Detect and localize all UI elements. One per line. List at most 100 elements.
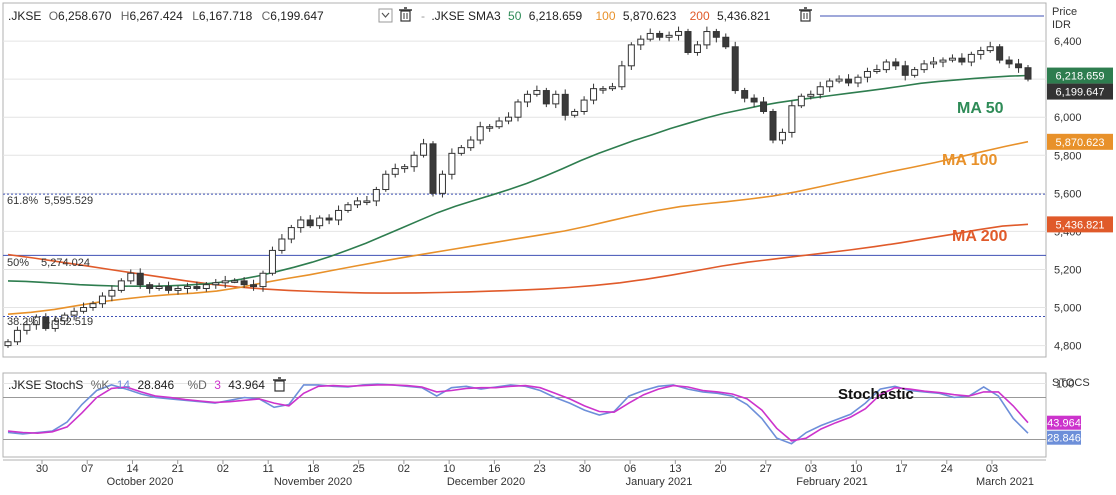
collapse-toggle[interactable]	[378, 8, 393, 23]
candle-body	[618, 65, 626, 88]
stochastic-k-badge-label: 28.846	[1047, 433, 1081, 445]
x-month-label: March 2021	[976, 476, 1034, 488]
candle-body	[297, 219, 305, 229]
candle-body	[797, 95, 805, 107]
candle-body	[136, 272, 144, 286]
x-tick-label: 06	[624, 463, 636, 475]
candle-body	[788, 105, 796, 133]
price-badge	[1047, 67, 1113, 84]
candle-body	[854, 76, 862, 84]
x-tick-label: 10	[850, 463, 862, 475]
candle-body	[637, 38, 645, 46]
price-badge	[1047, 216, 1113, 233]
chevron-down-icon	[381, 12, 390, 18]
candle-body	[807, 93, 815, 97]
candle-body	[212, 282, 220, 286]
x-tick-label: 02	[398, 463, 410, 475]
x-tick-label: 18	[307, 463, 319, 475]
candle-body	[117, 280, 125, 291]
candle-body	[769, 110, 777, 141]
candle-body	[542, 90, 550, 105]
candle-body	[580, 99, 588, 112]
price-badges: 6,218.659 6,199.647 5,870.623 5,436.821	[1047, 67, 1113, 233]
price-badge	[1047, 83, 1113, 100]
candle-body	[1024, 67, 1032, 80]
ma200-annotation: MA 200	[952, 228, 1008, 245]
x-tick-label: 17	[895, 463, 907, 475]
candle-body	[882, 61, 890, 71]
x-tick-label: 03	[805, 463, 817, 475]
price-badge-label: 5,436.821	[1056, 219, 1105, 231]
candle-body	[174, 287, 182, 291]
candle-body	[353, 200, 361, 206]
x-tick-label: 13	[669, 463, 681, 475]
stochastic-y-tick: 100	[1056, 379, 1074, 391]
candle-body	[703, 31, 711, 46]
x-tick-label: 25	[353, 463, 365, 475]
candle-body	[448, 152, 456, 175]
stochastic-d-line	[7, 384, 1029, 442]
candle-body	[70, 310, 78, 316]
y-tick-label: 5,800	[1054, 150, 1082, 162]
candle-body	[835, 78, 843, 82]
x-tick-label: 23	[533, 463, 545, 475]
candle-body	[231, 280, 239, 283]
x-month-label: January 2021	[626, 476, 693, 488]
candle-body	[325, 217, 333, 221]
candle-body	[977, 50, 985, 55]
candle-body	[845, 78, 853, 84]
trash-icon[interactable]	[399, 7, 412, 22]
stochastic-badges: 43.964 28.846	[1047, 415, 1081, 445]
price-badge-label: 6,218.659	[1056, 71, 1105, 83]
candle-body	[193, 286, 201, 289]
candle-body	[495, 120, 503, 128]
candle-body	[863, 71, 871, 78]
candle-body	[438, 173, 446, 194]
trash-icon[interactable]	[799, 7, 812, 22]
candle-body	[240, 280, 248, 286]
y-tick-label: 5,000	[1054, 303, 1082, 315]
candle-body	[646, 32, 654, 40]
candle-body	[1015, 63, 1023, 69]
candle-body	[892, 61, 900, 67]
x-tick-label: 14	[126, 463, 138, 475]
fib-38-2-label: 38.2% 4,952.519	[7, 316, 93, 328]
candle-body	[391, 168, 399, 175]
x-month-label: October 2020	[107, 476, 174, 488]
candle-body	[712, 31, 720, 38]
candle-body	[89, 303, 97, 309]
candle-body	[996, 46, 1004, 61]
candle-body	[13, 329, 21, 343]
stochastic-axis-title: STOCS	[1052, 377, 1090, 389]
candle-body	[372, 189, 380, 202]
y-tick-label: 6,000	[1054, 112, 1082, 124]
candle-body	[693, 44, 701, 53]
trash-icon[interactable]	[273, 377, 286, 392]
candle-body	[911, 69, 919, 76]
candle-body	[467, 139, 475, 149]
candle-body	[873, 69, 881, 73]
candle-body	[127, 272, 135, 282]
candle-body	[561, 93, 569, 116]
candle-body	[533, 90, 541, 95]
candle-body	[552, 93, 560, 105]
candle-body	[155, 286, 163, 289]
candle-body	[363, 200, 371, 203]
candle-body	[958, 57, 966, 63]
ma100-annotation: MA 100	[942, 152, 998, 169]
stochastic-d-badge-label: 43.964	[1047, 418, 1081, 430]
x-tick-label: 03	[986, 463, 998, 475]
stochastic-d-badge	[1047, 415, 1081, 430]
candle-body	[4, 341, 12, 347]
ma200-polyline	[7, 223, 1029, 294]
candle-body	[108, 289, 116, 297]
candle-body	[316, 217, 324, 227]
candle-body	[731, 46, 739, 92]
candle-body	[986, 46, 994, 52]
stochastic-axis: 100	[1056, 379, 1074, 391]
candle-body	[344, 204, 352, 211]
fib-50-label: 50% 5,274.024	[7, 257, 90, 269]
candle-body	[410, 154, 418, 168]
candle-body	[656, 32, 664, 38]
